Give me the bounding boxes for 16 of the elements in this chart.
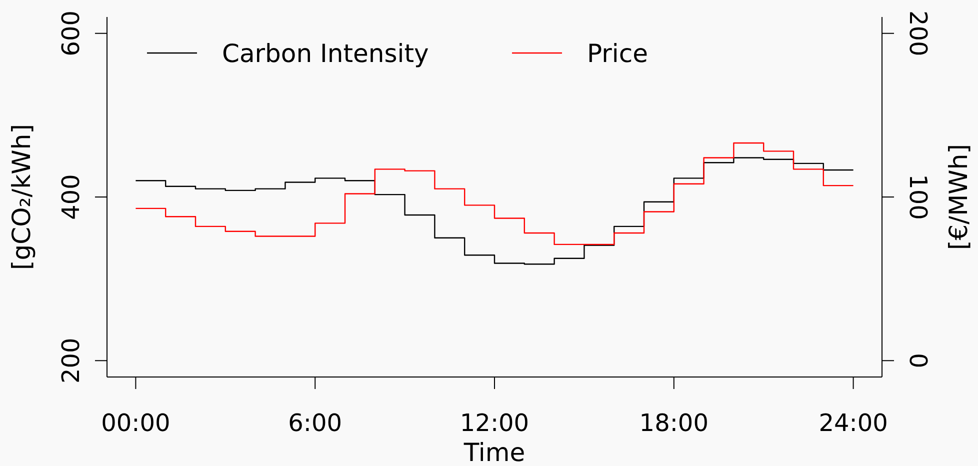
x-tick-label: 6:00 bbox=[288, 409, 342, 437]
x-axis-title: Time bbox=[462, 438, 526, 466]
y-tick-label: 200 bbox=[57, 338, 85, 384]
y2-axis-title: [€/MWh] bbox=[944, 144, 973, 250]
x-tick-label: 00:00 bbox=[101, 409, 170, 437]
x-tick-label: 18:00 bbox=[639, 409, 708, 437]
x-tick-label: 12:00 bbox=[460, 409, 530, 437]
y2-tick-label: 0 bbox=[904, 352, 932, 368]
y-axis-title: [gCO₂/kWh] bbox=[7, 124, 36, 270]
y2-tick-label: 200 bbox=[904, 10, 932, 56]
legend-label: Price bbox=[587, 39, 648, 68]
y-tick-label: 400 bbox=[57, 174, 85, 220]
y-tick-label: 600 bbox=[57, 10, 85, 56]
y2-tick-label: 100 bbox=[904, 174, 932, 220]
x-tick-label: 24:00 bbox=[818, 409, 888, 437]
legend-label: Carbon Intensity bbox=[222, 39, 430, 68]
